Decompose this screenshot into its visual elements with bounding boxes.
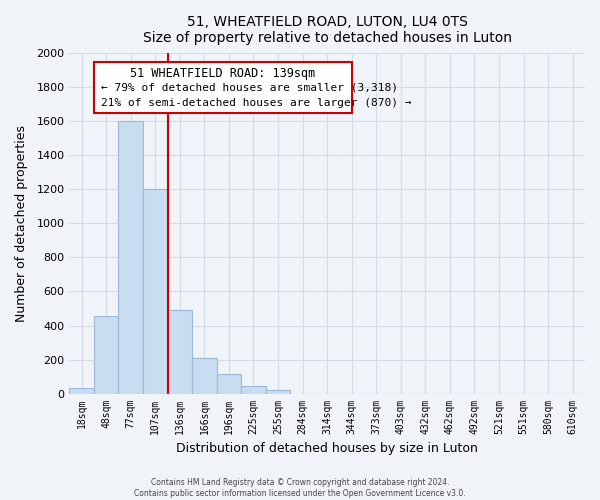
Bar: [143, 190, 167, 394]
Text: 21% of semi-detached houses are larger (870) →: 21% of semi-detached houses are larger (…: [101, 98, 412, 108]
Bar: [118, 122, 143, 394]
Bar: [217, 374, 241, 394]
Bar: [192, 358, 217, 394]
Bar: [266, 390, 290, 394]
Y-axis label: Number of detached properties: Number of detached properties: [15, 125, 28, 322]
FancyBboxPatch shape: [94, 62, 352, 113]
Title: 51, WHEATFIELD ROAD, LUTON, LU4 0TS
Size of property relative to detached houses: 51, WHEATFIELD ROAD, LUTON, LU4 0TS Size…: [143, 15, 512, 45]
X-axis label: Distribution of detached houses by size in Luton: Distribution of detached houses by size …: [176, 442, 478, 455]
Text: ← 79% of detached houses are smaller (3,318): ← 79% of detached houses are smaller (3,…: [101, 82, 398, 92]
Text: 51 WHEATFIELD ROAD: 139sqm: 51 WHEATFIELD ROAD: 139sqm: [130, 66, 316, 80]
Bar: [70, 388, 94, 394]
Text: Contains HM Land Registry data © Crown copyright and database right 2024.
Contai: Contains HM Land Registry data © Crown c…: [134, 478, 466, 498]
Bar: [167, 310, 192, 394]
Bar: [94, 316, 118, 394]
Bar: [241, 386, 266, 394]
